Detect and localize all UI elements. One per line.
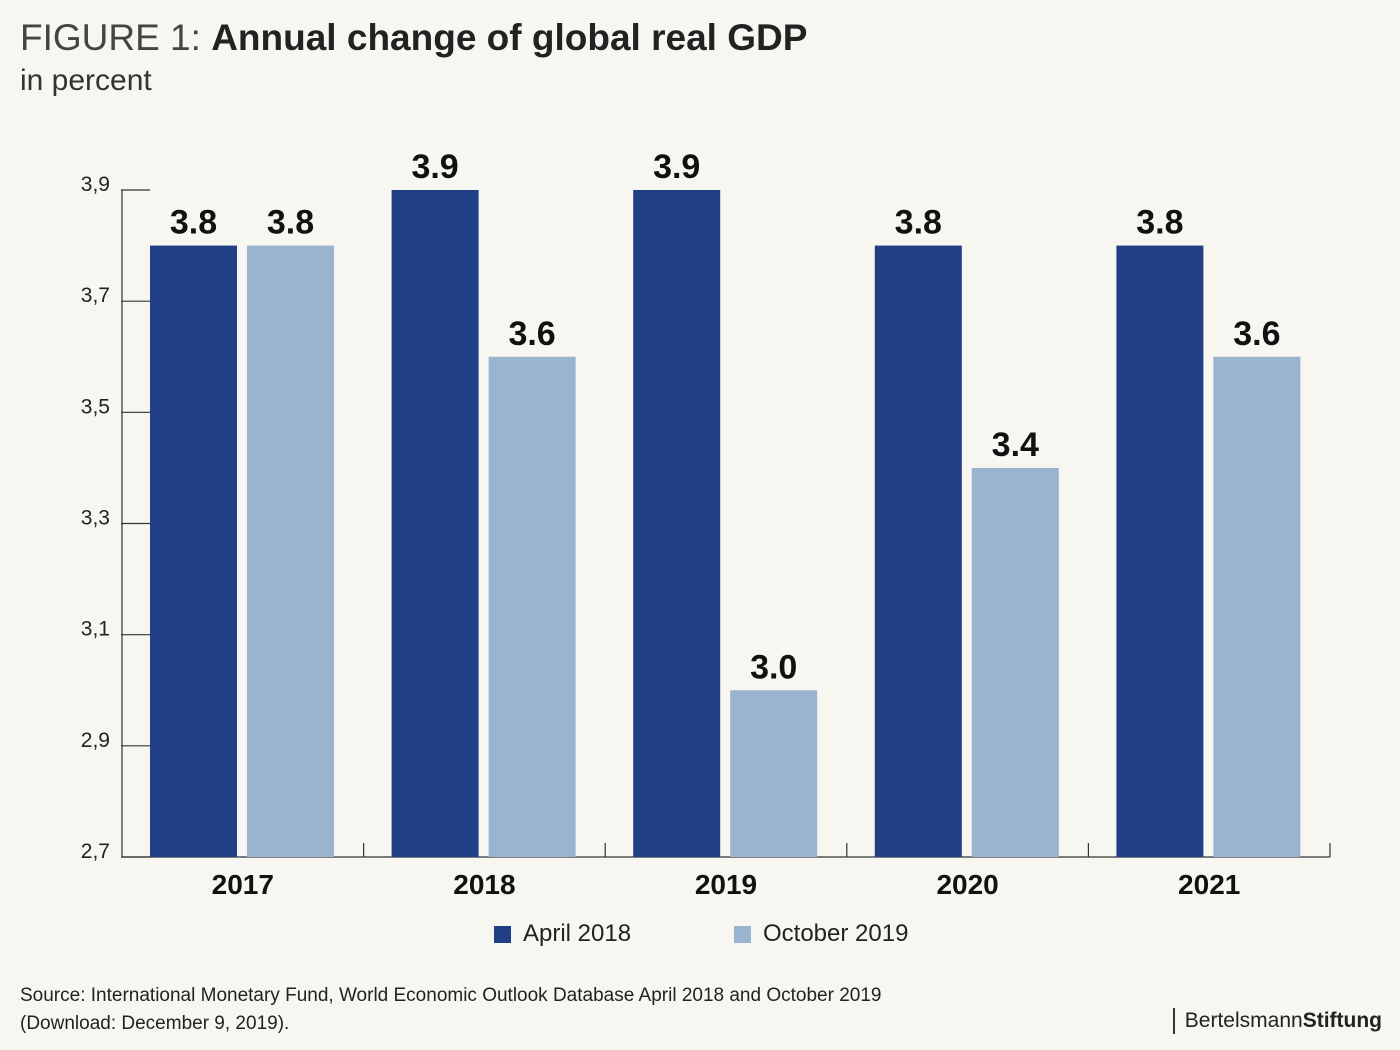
title-text: Annual change of global real GDP xyxy=(211,17,808,58)
source-line-1: Source: International Monetary Fund, Wor… xyxy=(20,985,882,1006)
y-tick-label: 2,7 xyxy=(81,840,110,863)
bar-october-2019 xyxy=(247,245,334,858)
bar-april-2018 xyxy=(1116,245,1204,858)
data-label: 3.4 xyxy=(992,426,1039,464)
y-tick-label: 3,7 xyxy=(81,284,110,307)
data-label: 3.8 xyxy=(1136,204,1183,242)
bar-april-2018 xyxy=(150,245,237,858)
x-tick-label: 2017 xyxy=(212,869,274,900)
bar-october-2019 xyxy=(488,356,576,857)
data-label: 3.8 xyxy=(170,204,217,242)
data-label: 3.9 xyxy=(653,148,700,186)
data-label: 3.6 xyxy=(1233,315,1280,353)
legend-item-april-2018: April 2018 xyxy=(494,920,631,948)
chart-title: FIGURE 1: Annual change of global real G… xyxy=(20,14,807,62)
brand-regular: Bertelsmann xyxy=(1184,1009,1303,1032)
data-label: 3.8 xyxy=(267,204,314,242)
source-line-2: (Download: December 9, 2019). xyxy=(20,1013,290,1034)
bar-october-2019 xyxy=(1213,356,1301,857)
chart-subtitle: in percent xyxy=(20,64,152,97)
x-tick-label: 2020 xyxy=(936,869,998,900)
source-note: Source: International Monetary Fund, Wor… xyxy=(20,982,881,1038)
data-label: 3.9 xyxy=(411,148,458,186)
legend-item-october-2019: October 2019 xyxy=(734,920,908,948)
y-tick-label: 3,1 xyxy=(81,618,110,641)
legend-label-october-2019: October 2019 xyxy=(763,920,909,947)
bar-april-2018 xyxy=(391,190,479,857)
x-tick-label: 2021 xyxy=(1178,869,1240,900)
bar-october-2019 xyxy=(971,467,1059,857)
y-tick-label: 3,3 xyxy=(81,507,110,530)
bar-october-2019 xyxy=(730,690,818,857)
brand-bold: Stiftung xyxy=(1302,1009,1382,1032)
bar-april-2018 xyxy=(633,190,721,857)
bar-april-2018 xyxy=(874,245,962,858)
data-label: 3.0 xyxy=(750,648,797,686)
data-label: 3.8 xyxy=(895,204,942,242)
y-tick-label: 3,5 xyxy=(81,395,110,418)
legend-swatch-april-2018 xyxy=(494,925,511,943)
legend-label-april-2018: April 2018 xyxy=(523,920,632,947)
y-tick-label: 3,9 xyxy=(81,173,110,196)
brand-logo: BertelsmannStiftung xyxy=(1172,1008,1382,1034)
y-tick-label: 2,9 xyxy=(81,729,110,752)
data-label: 3.6 xyxy=(508,315,555,353)
x-tick-label: 2018 xyxy=(453,869,515,900)
figure-label: FIGURE 1: xyxy=(20,17,201,58)
x-tick-label: 2019 xyxy=(695,869,757,900)
legend-swatch-october-2019 xyxy=(734,925,751,943)
